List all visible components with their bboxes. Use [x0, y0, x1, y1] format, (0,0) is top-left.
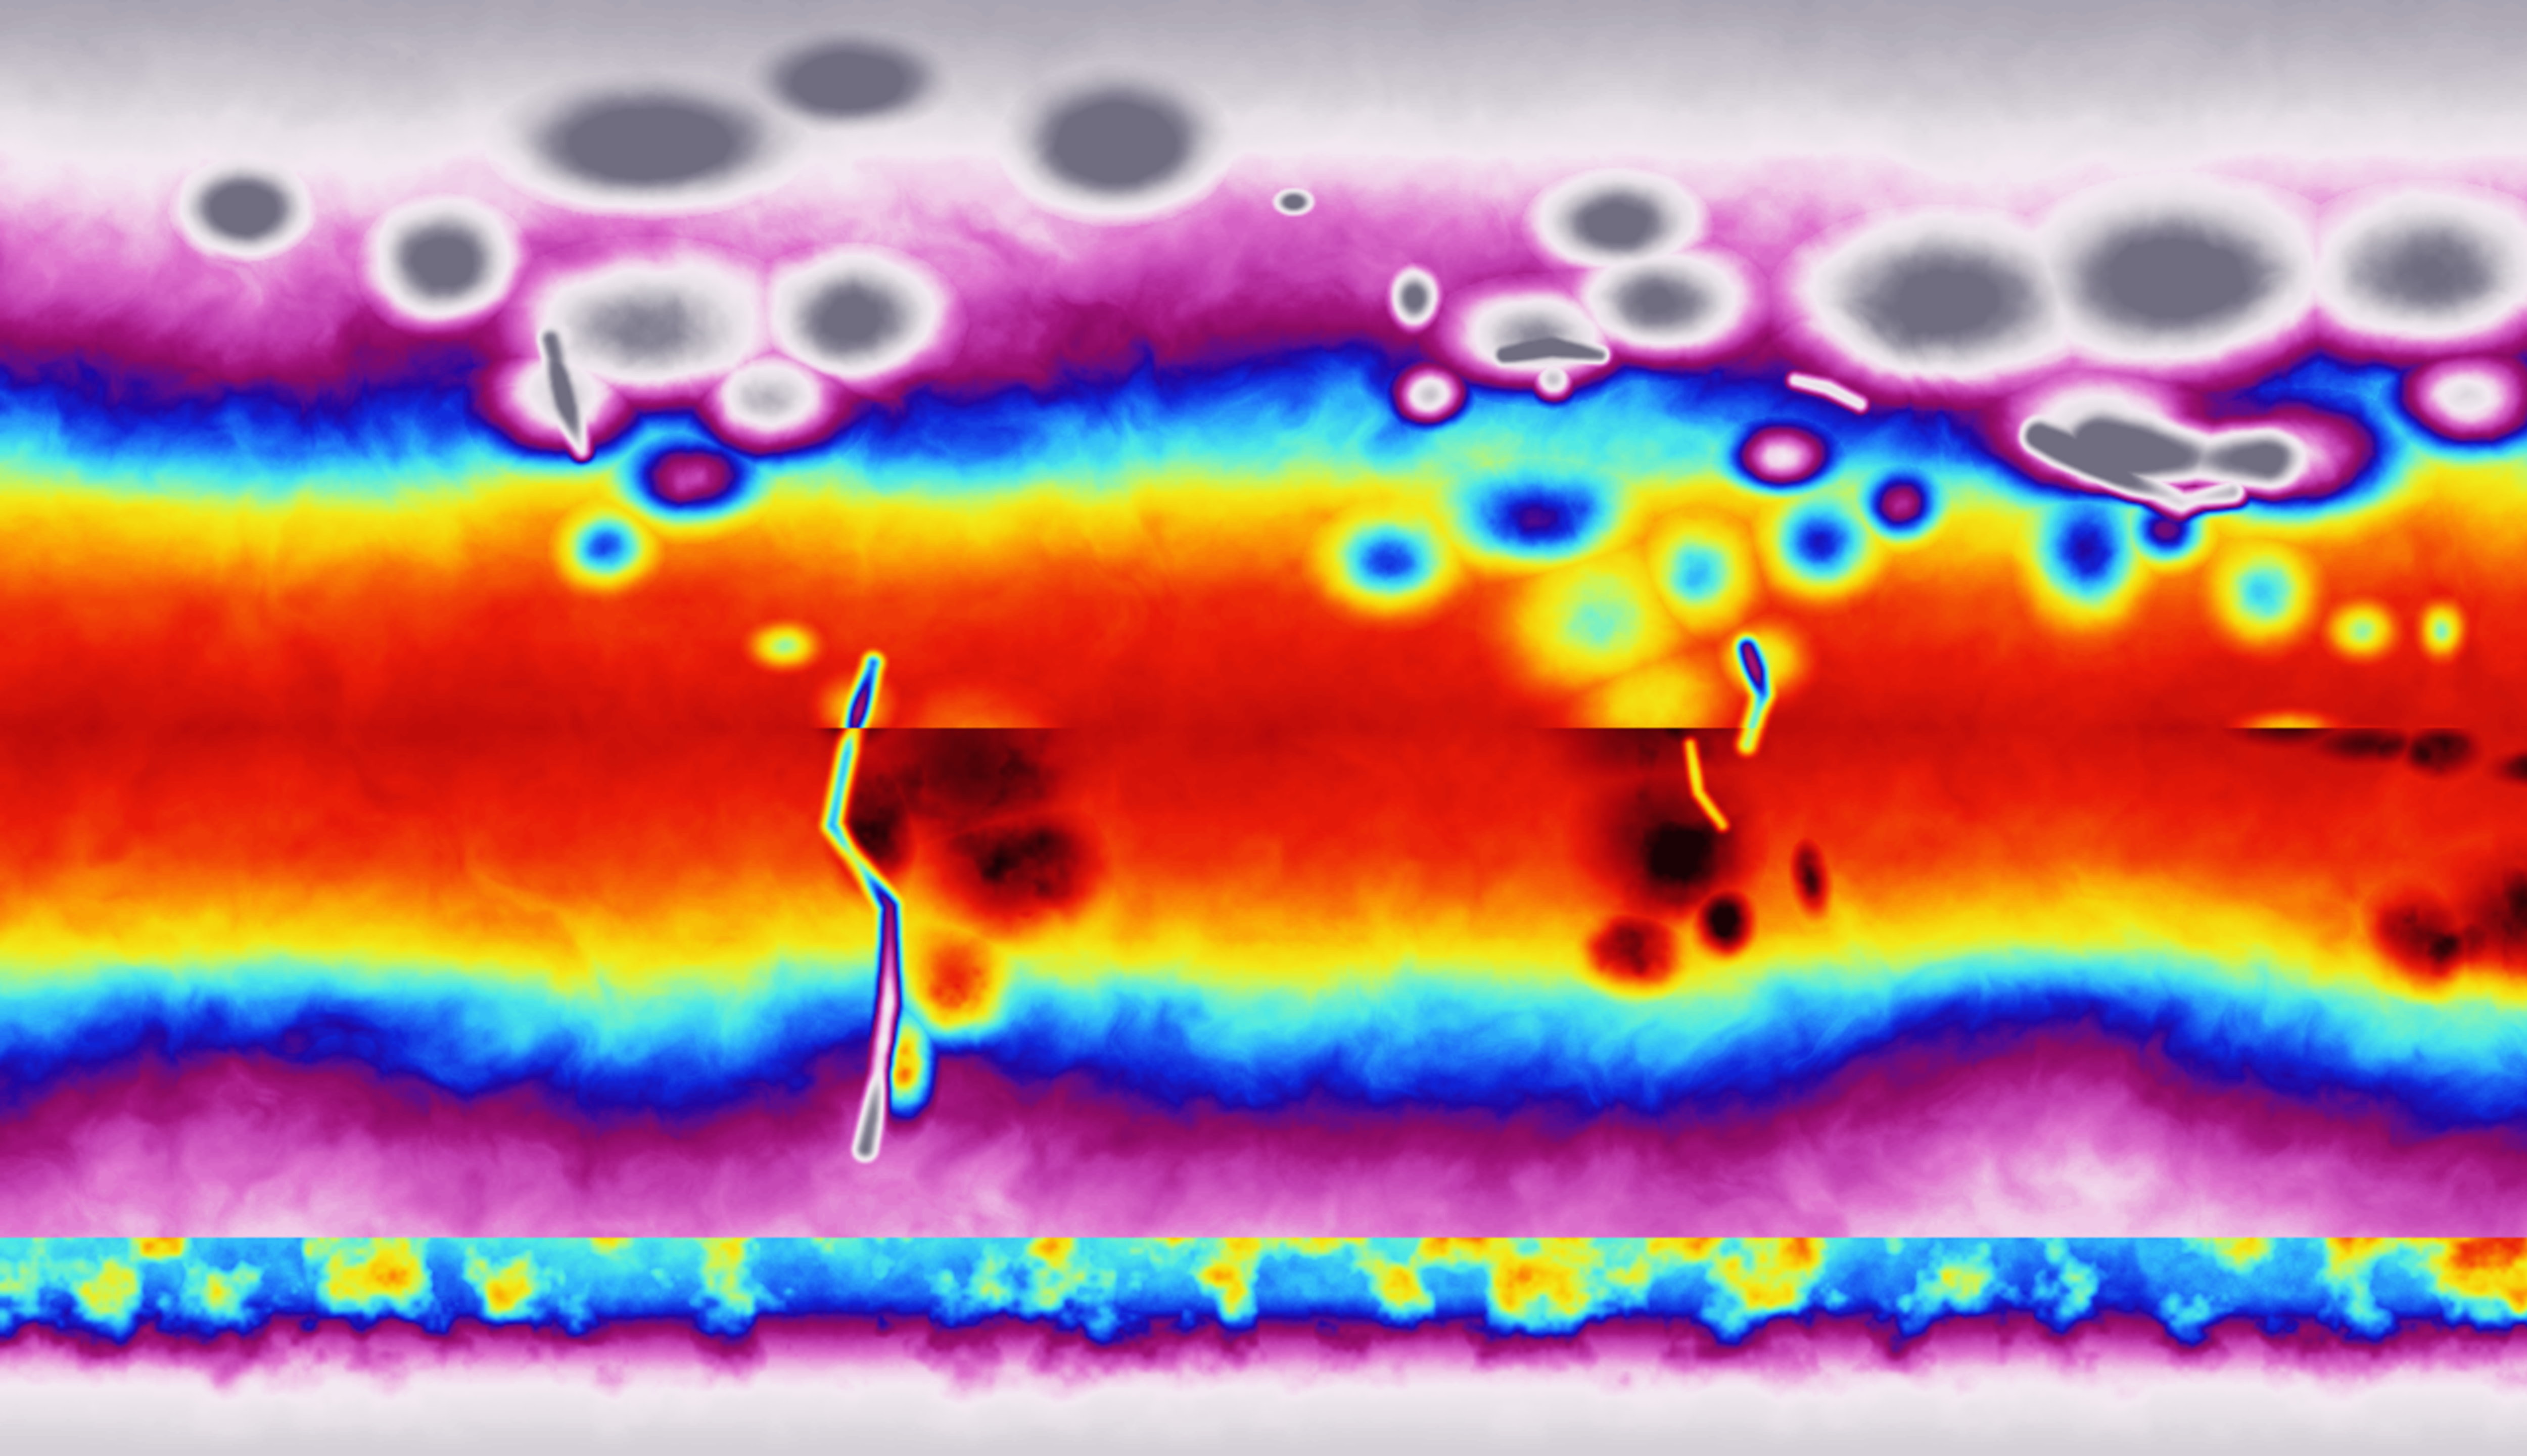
global-temperature-heatmap — [0, 0, 2527, 1456]
temperature-map-viewport — [0, 0, 2527, 1456]
